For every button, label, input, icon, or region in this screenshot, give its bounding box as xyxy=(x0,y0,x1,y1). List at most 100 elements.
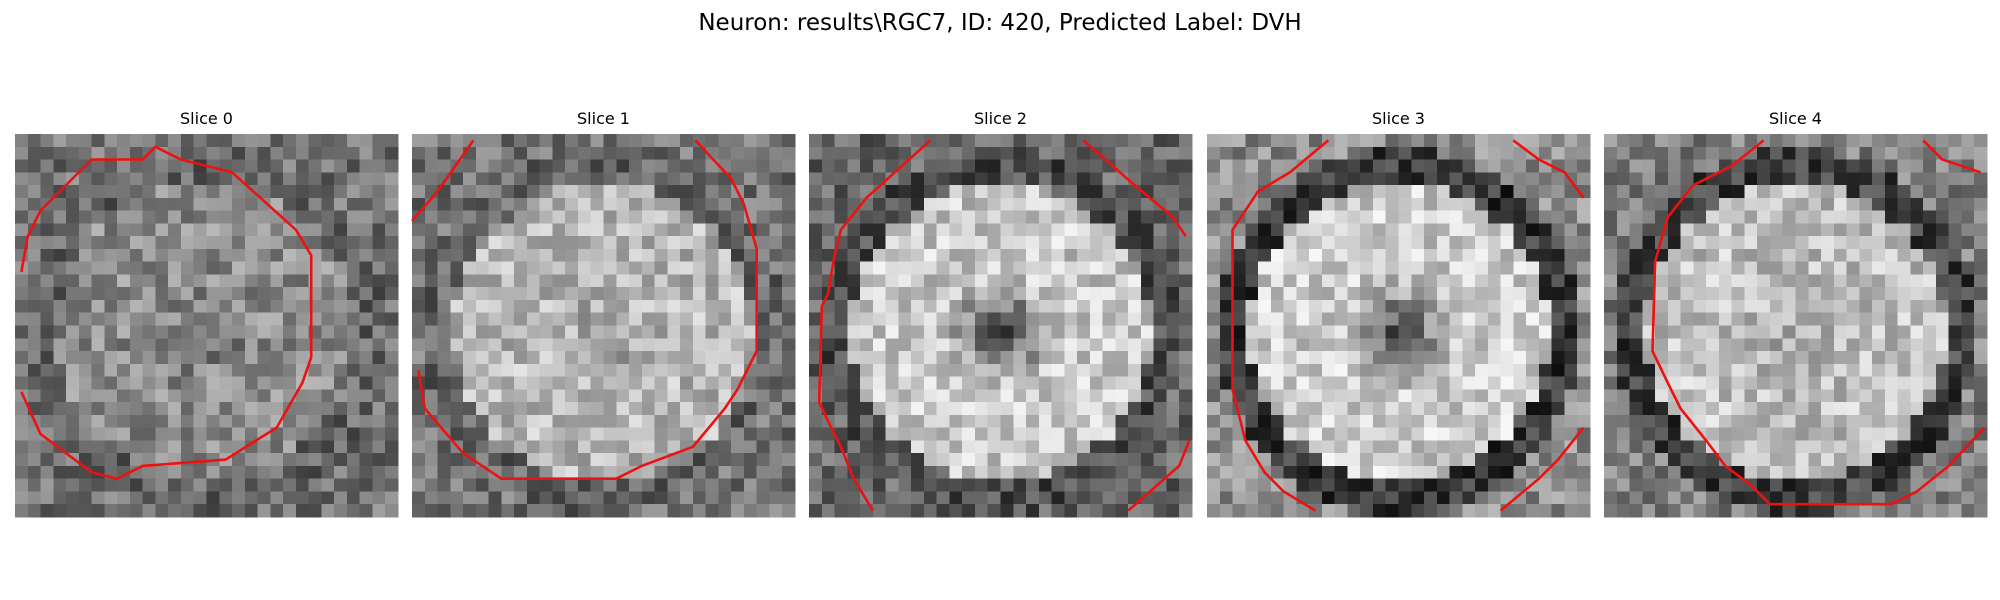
pixel xyxy=(1360,453,1374,467)
pixel xyxy=(1846,197,1860,212)
pixel xyxy=(769,504,783,518)
pixel xyxy=(283,134,297,148)
pixel xyxy=(1782,389,1797,403)
pixel xyxy=(1013,363,1027,378)
pixel xyxy=(590,465,605,480)
pixel xyxy=(437,210,451,224)
pixel xyxy=(809,210,823,224)
pixel xyxy=(1153,146,1168,161)
pixel xyxy=(219,312,233,327)
pixel xyxy=(1667,504,1682,518)
pixel xyxy=(1321,223,1336,237)
pixel xyxy=(168,376,182,390)
pixel xyxy=(1961,236,1975,250)
pixel xyxy=(616,274,630,288)
pixel xyxy=(769,185,783,199)
pixel xyxy=(308,389,322,403)
pixel xyxy=(206,248,220,263)
pixel xyxy=(1475,351,1489,365)
pixel xyxy=(1089,440,1104,454)
pixel xyxy=(1706,389,1720,403)
pixel xyxy=(372,376,386,390)
pixel xyxy=(1424,414,1438,429)
pixel xyxy=(718,146,732,161)
pixel xyxy=(1347,504,1361,518)
pixel xyxy=(372,312,386,327)
pixel xyxy=(180,274,195,288)
pixel xyxy=(641,338,656,352)
pixel xyxy=(1846,236,1860,250)
pixel xyxy=(1616,491,1631,505)
pixel xyxy=(1398,389,1412,403)
pixel xyxy=(1232,465,1246,480)
pixel xyxy=(654,504,668,518)
pixel xyxy=(1051,465,1065,480)
pixel xyxy=(1232,504,1246,518)
pixel xyxy=(1140,389,1155,403)
pixel xyxy=(1296,236,1310,250)
pixel xyxy=(1974,159,1988,173)
pixel xyxy=(1013,325,1027,339)
pixel xyxy=(1629,376,1643,390)
pixel xyxy=(552,197,566,212)
pixel xyxy=(180,338,195,352)
pixel xyxy=(232,248,246,263)
pixel xyxy=(1089,325,1104,339)
pixel xyxy=(654,236,668,250)
pixel xyxy=(1604,159,1618,173)
pixel xyxy=(412,427,426,441)
pixel xyxy=(1064,312,1078,327)
pixel xyxy=(1283,478,1297,493)
pixel xyxy=(1782,185,1797,199)
pixel xyxy=(424,287,439,301)
pixel xyxy=(232,465,246,480)
pixel xyxy=(1283,427,1297,441)
pixel xyxy=(1616,159,1631,173)
pixel xyxy=(539,325,554,339)
pixel xyxy=(1411,389,1425,403)
pixel xyxy=(1283,299,1297,314)
pixel xyxy=(1500,427,1514,441)
pixel xyxy=(437,504,451,518)
pixel xyxy=(1245,351,1259,365)
pixel xyxy=(206,427,220,441)
pixel xyxy=(1897,363,1911,378)
pixel xyxy=(180,261,195,276)
pixel xyxy=(616,453,630,467)
pixel xyxy=(270,312,284,327)
pixel xyxy=(1347,478,1361,493)
pixel xyxy=(809,504,823,518)
pixel xyxy=(860,299,874,314)
pixel xyxy=(705,185,719,199)
pixel xyxy=(308,210,322,224)
pixel xyxy=(1884,338,1899,352)
pixel xyxy=(129,299,144,314)
pixel xyxy=(1449,478,1463,493)
pixel xyxy=(1884,134,1899,148)
pixel xyxy=(40,363,54,378)
pixel xyxy=(244,414,259,429)
pixel xyxy=(1102,146,1116,161)
pixel xyxy=(1179,325,1193,339)
pixel xyxy=(283,504,297,518)
pixel xyxy=(1757,338,1771,352)
pixel xyxy=(437,376,451,390)
pixel xyxy=(270,185,284,199)
pixel xyxy=(911,299,925,314)
pixel xyxy=(1179,363,1193,378)
pixel xyxy=(1038,351,1053,365)
pixel xyxy=(1616,236,1631,250)
pixel xyxy=(987,453,1002,467)
pixel xyxy=(206,338,220,352)
pixel xyxy=(1026,427,1040,441)
pixel xyxy=(974,248,989,263)
pixel xyxy=(1910,236,1924,250)
pixel xyxy=(1884,261,1899,276)
pixel xyxy=(1923,197,1937,212)
pixel xyxy=(1757,465,1771,480)
pixel xyxy=(450,274,464,288)
pixel xyxy=(232,299,246,314)
pixel xyxy=(1642,197,1656,212)
pixel xyxy=(1436,427,1451,441)
pixel xyxy=(1744,185,1758,199)
